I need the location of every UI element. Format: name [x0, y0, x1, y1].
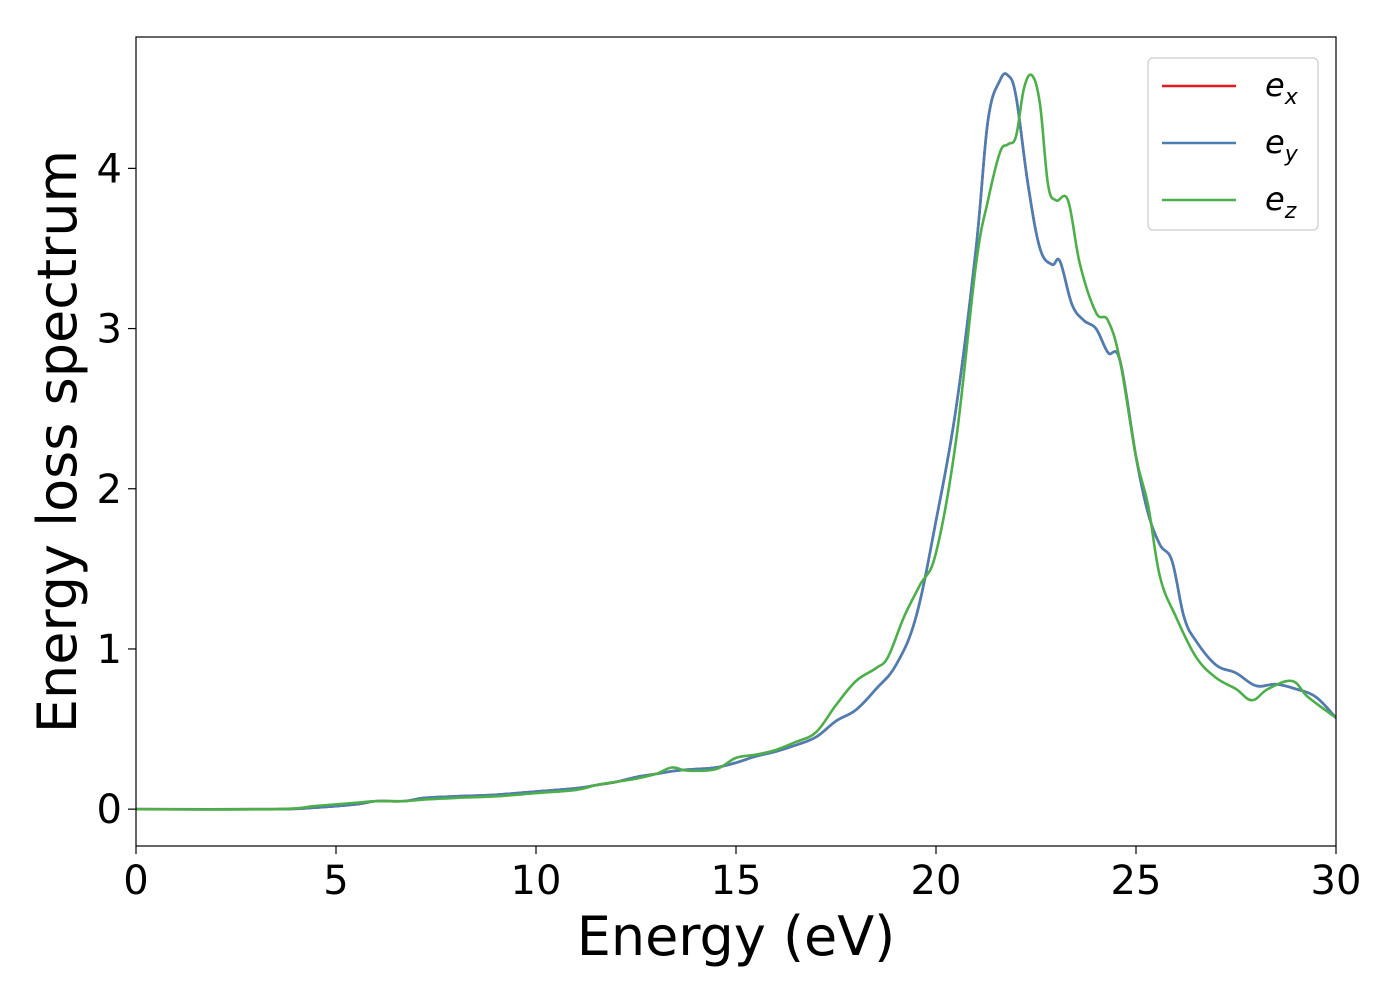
legend-label-e-z: ez [1265, 180, 1297, 224]
x-tick-label: 30 [1311, 858, 1362, 904]
x-tick-label: 5 [323, 858, 348, 904]
x-tick-label: 25 [1111, 858, 1162, 904]
y-axis-title: Energy loss spectrum [26, 150, 89, 733]
legend-label-e-y: ey [1265, 123, 1299, 167]
series-layer [136, 72, 1336, 811]
y-tick-label: 3 [97, 307, 122, 353]
legend: ex ey ez [1147, 57, 1319, 231]
y-tick-label: 0 [97, 787, 122, 833]
legend-label-e-x: ex [1265, 66, 1299, 110]
y-tick-label: 1 [97, 627, 122, 673]
x-tick-label: 15 [711, 858, 762, 904]
x-tick-label: 20 [911, 858, 962, 904]
y-axis: 0 1 2 3 4 [97, 146, 136, 833]
y-tick-label: 2 [97, 467, 122, 513]
series-line-e-y [136, 72, 1336, 811]
x-axis-title: Energy (eV) [577, 905, 896, 968]
y-tick-label: 4 [97, 146, 122, 192]
x-tick-label: 10 [511, 858, 562, 904]
x-tick-label: 0 [123, 858, 148, 904]
x-axis: 0 5 10 15 20 25 30 [123, 846, 1361, 904]
series-line-e-z [136, 73, 1336, 811]
